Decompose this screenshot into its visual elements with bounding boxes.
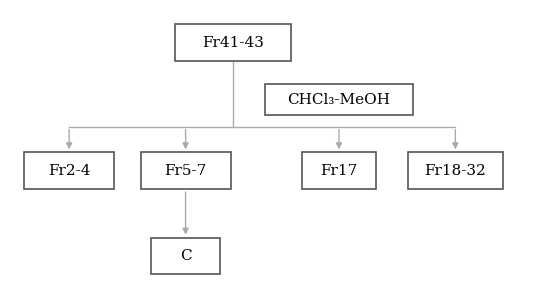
Text: Fr18-32: Fr18-32 [424, 164, 486, 178]
Text: Fr2-4: Fr2-4 [48, 164, 90, 178]
Bar [175, 24, 291, 61]
Bar [408, 152, 503, 189]
Text: Fr41-43: Fr41-43 [202, 36, 264, 50]
Bar [302, 152, 376, 189]
Bar [265, 84, 413, 115]
Text: Fr17: Fr17 [320, 164, 358, 178]
Text: C: C [180, 249, 191, 263]
Bar [151, 237, 220, 274]
Bar [24, 152, 114, 189]
Text: Fr5-7: Fr5-7 [164, 164, 207, 178]
Bar [141, 152, 230, 189]
Text: CHCl₃-MeOH: CHCl₃-MeOH [288, 93, 391, 107]
